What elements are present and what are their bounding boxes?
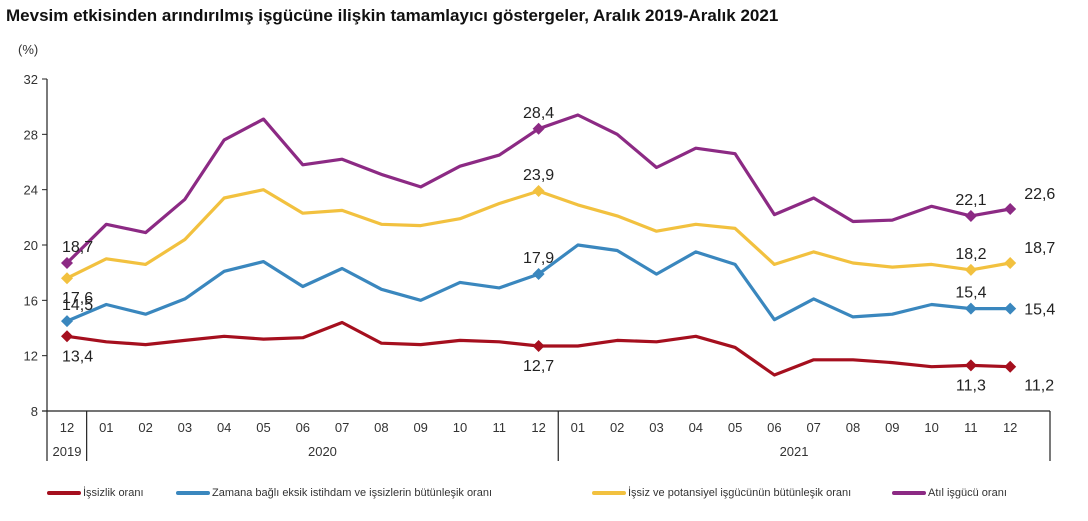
legend-swatch [47, 491, 81, 495]
data-label: 23,9 [523, 167, 554, 184]
data-label: 14,5 [62, 297, 93, 314]
x-tick-label: 08 [374, 420, 388, 435]
x-tick-label: 06 [296, 420, 310, 435]
legend-item: İşsizlik oranı [47, 487, 144, 499]
data-label: 22,6 [1024, 186, 1055, 203]
y-tick-label: 24 [24, 183, 38, 198]
series-lines [61, 113, 1017, 377]
series-marker [61, 272, 73, 285]
axes: (%) 8 12 16 20 24 28 32 12 01 02 03 04 05 06 07 08 09 10 11… [18, 42, 1051, 461]
series-marker [1004, 360, 1017, 373]
x-tick-label: 02 [610, 420, 624, 435]
x-tick-label: 10 [453, 420, 467, 435]
legend-label: Atıl işgücü oranı [928, 487, 1007, 499]
x-tick-label: 03 [649, 420, 663, 435]
legend-swatch [592, 491, 626, 495]
y-tick-label: 16 [24, 293, 38, 308]
y-tick-label: 32 [24, 72, 38, 87]
x-tick-label: 03 [178, 420, 192, 435]
series-marker [61, 315, 73, 328]
y-axis-label: (%) [18, 42, 38, 57]
x-tick-label: 04 [689, 420, 703, 435]
x-tick-label: 01 [571, 420, 585, 435]
x-tick-label: 11 [964, 420, 978, 435]
y-tick-label: 12 [24, 349, 38, 364]
series-marker [532, 122, 545, 135]
series-marker [61, 330, 73, 343]
series-marker [61, 256, 73, 269]
data-label: 18,7 [62, 239, 93, 256]
chart-title: Mevsim etkisinden arındırılmış işgücüne … [6, 6, 779, 25]
legend-label: İşsizlik oranı [83, 487, 144, 499]
series-marker [964, 263, 977, 276]
data-label: 15,4 [955, 285, 986, 302]
data-label: 18,7 [1024, 240, 1055, 257]
x-tick-label: 12 [60, 420, 74, 435]
data-label: 28,4 [523, 105, 554, 122]
data-label: 12,7 [523, 358, 554, 375]
legend: İşsizlik oranı Zamana bağlı eksik istihda… [0, 487, 1088, 507]
legend-label: Zamana bağlı eksik istihdam ve işsizleri… [212, 487, 493, 499]
data-label: 15,4 [1024, 302, 1055, 319]
x-tick-label: 01 [99, 420, 113, 435]
series-marker [532, 339, 545, 352]
x-tick-label: 12 [1003, 420, 1017, 435]
series-marker [532, 268, 545, 281]
data-label: 17,9 [523, 250, 554, 267]
year-label-2020: 2020 [308, 444, 337, 459]
y-tick-label: 28 [24, 127, 38, 142]
data-labels: 13,4 12,7 11,3 11,2 14,5 17,9 15,4 15,4 17,6 23,9… [62, 105, 1055, 395]
legend-swatch [176, 491, 210, 495]
x-tick-label: 09 [885, 420, 899, 435]
legend-label: İşsiz ve potansiyel işgücünün bütünleşik… [628, 487, 852, 499]
x-tick-label: 07 [806, 420, 820, 435]
series-marker [1004, 302, 1017, 315]
year-label-2021: 2021 [780, 444, 809, 459]
x-tick-label: 12 [531, 420, 545, 435]
data-label: 11,3 [956, 377, 986, 394]
x-tick-label: 06 [767, 420, 781, 435]
x-tick-label: 08 [846, 420, 860, 435]
series-marker [1004, 256, 1017, 269]
series-marker [1004, 203, 1017, 216]
x-tick-label: 11 [493, 420, 507, 435]
year-label-2019: 2019 [53, 444, 82, 459]
data-label: 13,4 [62, 348, 93, 365]
y-tick-label: 8 [31, 404, 38, 419]
data-label: 17,6 [62, 290, 93, 307]
data-label: 22,1 [955, 192, 986, 209]
x-tick-label: 02 [138, 420, 152, 435]
legend-swatch [892, 491, 926, 495]
series-marker [964, 359, 977, 372]
x-tick-label: 04 [217, 420, 231, 435]
data-label: 18,2 [955, 246, 986, 263]
x-tick-label: 05 [256, 420, 270, 435]
y-tick-label: 20 [24, 238, 38, 253]
x-tick-label: 05 [728, 420, 742, 435]
series-marker [964, 209, 977, 222]
legend-item: Zamana bağlı eksik istihdam ve işsizleri… [176, 487, 492, 499]
legend-item: Atıl işgücü oranı [892, 487, 1007, 499]
x-tick-label: 07 [335, 420, 349, 435]
legend-item: İşsiz ve potansiyel işgücünün bütünleşik… [592, 487, 851, 499]
series-marker [964, 302, 977, 315]
data-label: 11,2 [1024, 378, 1054, 395]
x-tick-label: 09 [413, 420, 427, 435]
series-marker [532, 185, 545, 198]
x-tick-label: 10 [924, 420, 938, 435]
